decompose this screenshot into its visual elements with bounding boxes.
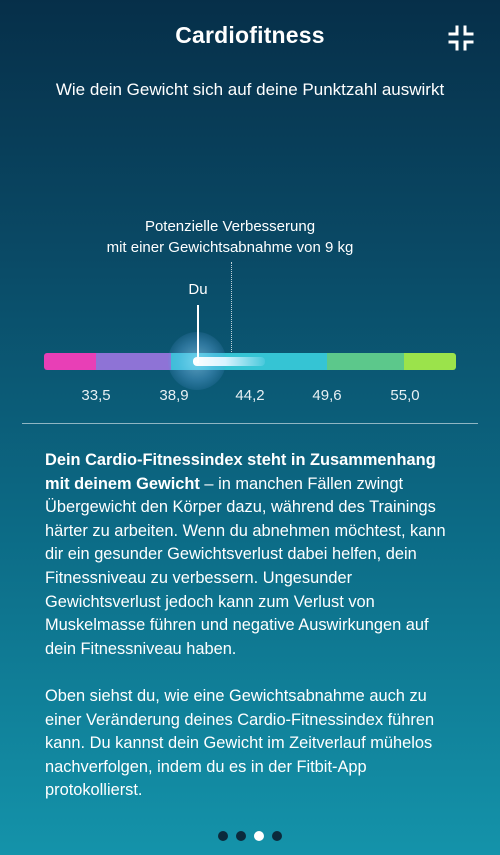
tick-label: 55,0 [390, 387, 420, 404]
scale-segment-1 [44, 353, 96, 370]
improvement-marker-line [231, 262, 232, 358]
page-dot[interactable] [272, 831, 282, 841]
collapse-icon[interactable] [448, 25, 474, 51]
scale-segment-2 [96, 353, 171, 370]
improvement-label: Potenzielle Verbesserung mit einer Gewic… [90, 216, 370, 258]
description-paragraph-2: Oben siehst du, wie eine Gewichtsabnahme… [45, 686, 435, 800]
tick-label: 49,6 [312, 387, 342, 404]
page-dot[interactable] [218, 831, 228, 841]
tick-label: 33,5 [81, 387, 111, 404]
scale-ticks: 33,5 38,9 44,2 49,6 55,0 [0, 387, 500, 407]
page-dot-active[interactable] [254, 831, 264, 841]
improvement-label-line2: mit einer Gewichtsabnahme von 9 kg [106, 239, 354, 256]
page-title: Cardiofitness [175, 22, 325, 48]
description-bold: Dein Cardio-Fitnessindex steht in Zusamm… [45, 451, 436, 493]
improvement-label-line1: Potenzielle Verbesserung [144, 218, 316, 235]
scale-segment-5 [404, 353, 456, 370]
description-text: – in manchen Fällen zwingt Übergewicht d… [45, 474, 446, 658]
improvement-range-highlight [193, 357, 265, 366]
you-label: Du [188, 281, 208, 298]
scale-segment-4 [327, 353, 404, 370]
page-subtitle: Wie dein Gewicht sich auf deine Punktzah… [55, 80, 445, 99]
pagination-dots [0, 831, 500, 843]
tick-label: 38,9 [159, 387, 189, 404]
you-marker-line [197, 305, 199, 363]
divider [22, 423, 478, 424]
tick-label: 44,2 [235, 387, 265, 404]
description-paragraph-1: Dein Cardio-Fitnessindex steht in Zusamm… [45, 449, 450, 661]
description: Dein Cardio-Fitnessindex steht in Zusamm… [45, 449, 450, 803]
page-dot[interactable] [236, 831, 246, 841]
